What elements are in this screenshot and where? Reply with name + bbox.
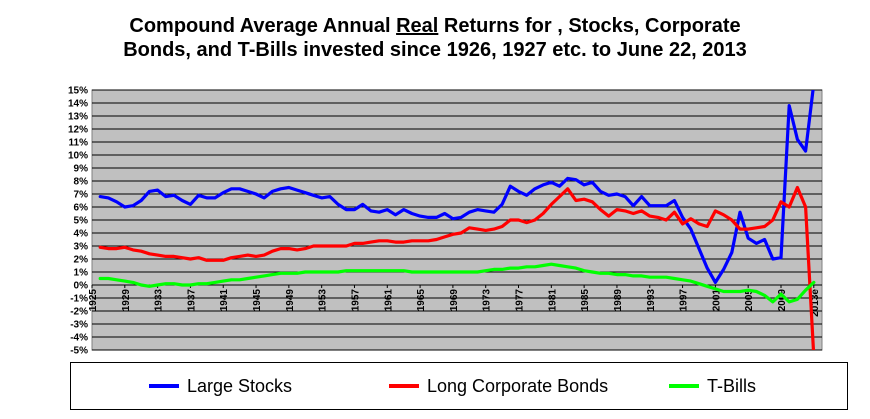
y-tick-label: 15% [68, 86, 88, 97]
y-tick-label: 13% [68, 112, 88, 123]
y-tick-label: 14% [68, 99, 88, 110]
y-tick-label: -3% [70, 320, 88, 331]
x-tick-label: 1929 [121, 289, 132, 312]
title-text-1: Compound Average Annual [129, 15, 397, 37]
x-tick-label: 1973 [482, 289, 493, 312]
x-tick-label: 1953 [318, 289, 329, 312]
chart-title-line-2: Bonds, and T-Bills invested since 1926, … [123, 39, 747, 61]
legend-swatch-t-bills [669, 384, 699, 388]
y-tick-label: 11% [69, 138, 89, 149]
x-tick-label: 1993 [646, 289, 657, 312]
x-tick-label: 2005 [744, 289, 755, 312]
x-tick-label: 1977 [515, 289, 526, 312]
y-axis-ticks: 15% 14% 13% 12% 11% 10% 9% 8% 7% 6% 5% 4% 3% 2% 1% 0% -1… [68, 86, 88, 357]
title-real-word: Real [396, 15, 439, 37]
x-tick-label: 2013e [810, 289, 821, 317]
legend-item-long-corporate-bonds: Long Corporate Bonds [389, 373, 608, 399]
y-tick-label: -2% [70, 307, 88, 318]
legend-item-large-stocks: Large Stocks [149, 373, 292, 399]
x-tick-label: 1997 [679, 289, 690, 312]
x-tick-label: 2009 [777, 289, 788, 312]
y-tick-label: 8% [74, 177, 89, 188]
series-long-corporate-bonds-line [98, 185, 816, 350]
y-tick-label: 9% [74, 164, 89, 175]
x-tick-label: 1965 [416, 289, 427, 312]
y-tick-label: 3% [74, 242, 89, 253]
x-tick-label: 1941 [219, 289, 230, 312]
y-tick-label: 7% [74, 190, 89, 201]
x-tick-label: 1989 [613, 289, 624, 312]
x-tick-label: 1961 [383, 289, 394, 312]
x-tick-label: 1937 [186, 289, 197, 312]
legend: Large Stocks Long Corporate Bonds T-Bill… [70, 362, 848, 410]
y-tick-label: -5% [70, 346, 88, 357]
y-tick-label: 6% [74, 203, 89, 214]
x-axis-ticks: 1925 1929 1933 1937 1941 1945 1949 1953 1957 1961… [88, 285, 821, 317]
chart-title: Compound Average Annual Real Returns for… [0, 14, 870, 62]
series-large-stocks-line [98, 90, 815, 284]
y-tick-label: -1% [70, 294, 88, 305]
legend-item-t-bills: T-Bills [669, 373, 756, 399]
x-tick-label: 1945 [252, 289, 263, 312]
y-tick-label: 12% [68, 125, 88, 136]
legend-swatch-large-stocks [149, 384, 179, 388]
series-t-bills-line [98, 262, 816, 304]
chart-title-line-1: Compound Average Annual Real Returns for… [0, 14, 870, 38]
legend-label-long-corporate-bonds: Long Corporate Bonds [427, 376, 609, 396]
x-tick-label: 1949 [285, 289, 296, 312]
x-tick-label: 2001 [711, 289, 722, 312]
legend-label-large-stocks: Large Stocks [187, 376, 293, 396]
x-tick-label: 1925 [88, 289, 99, 312]
series-lines [98, 90, 816, 350]
x-tick-label: 1985 [580, 289, 591, 312]
x-tick-label: 1969 [449, 289, 460, 312]
y-tick-label: 1% [74, 268, 89, 279]
gridlines [92, 89, 822, 351]
x-tick-label: 1933 [154, 289, 165, 312]
legend-swatch-long-corporate-bonds [389, 384, 419, 388]
x-tick-label: 1981 [547, 289, 558, 312]
y-tick-label: -4% [70, 333, 88, 344]
y-tick-label: 4% [74, 229, 89, 240]
y-tick-label: 10% [68, 151, 88, 162]
legend-label-t-bills: T-Bills [707, 376, 756, 396]
title-text-2: Returns for , Stocks, Corporate [438, 15, 741, 37]
x-tick-label: 1957 [350, 289, 361, 312]
y-tick-label: 5% [74, 216, 89, 227]
y-tick-label: 2% [74, 255, 89, 266]
y-tick-label: 0% [74, 281, 89, 292]
